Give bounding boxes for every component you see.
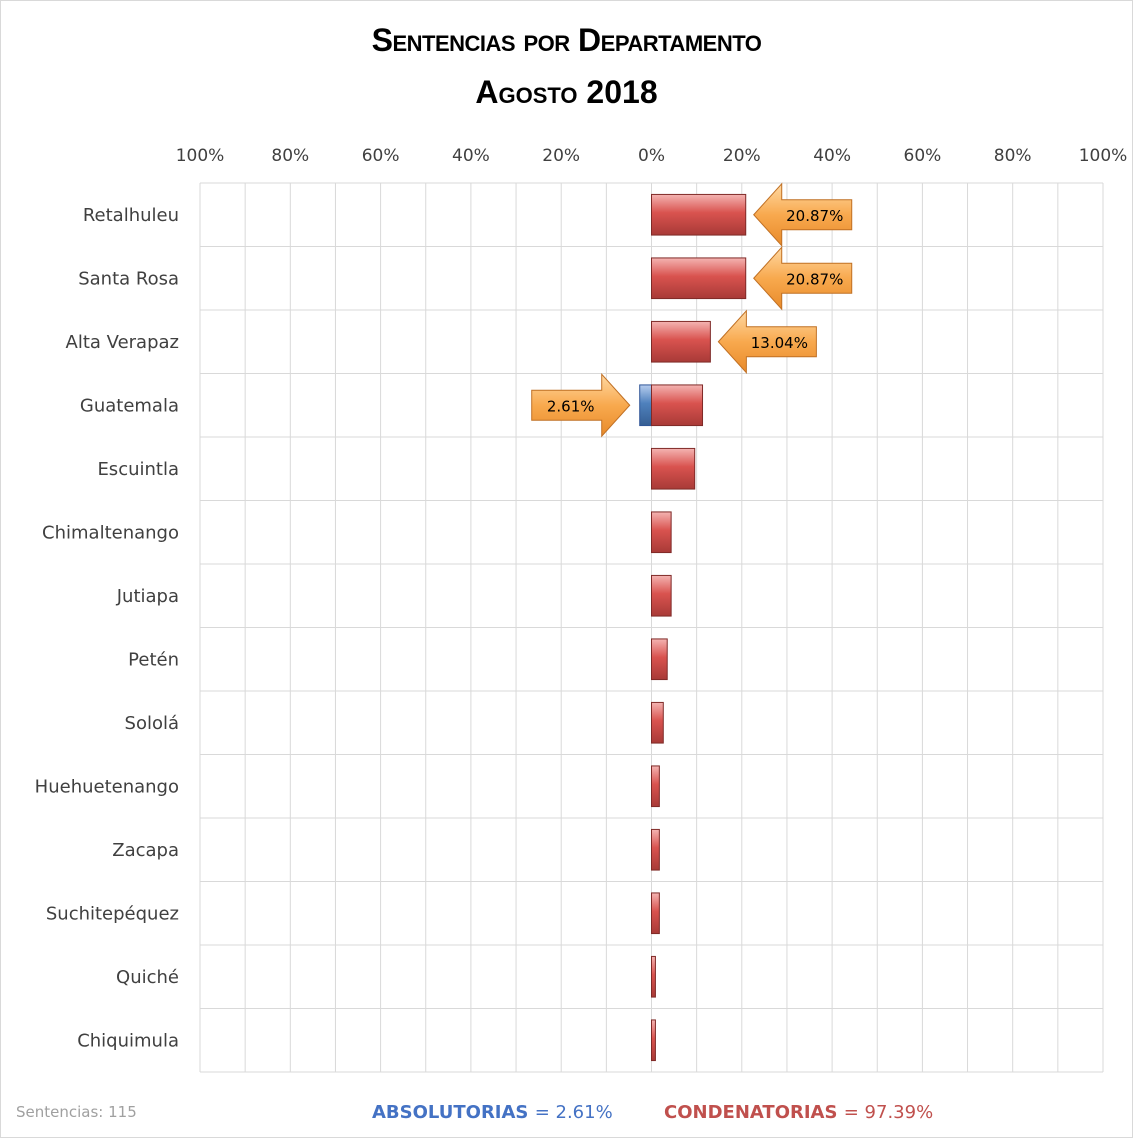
annotations: 20.87% 20.87% 13.04% 2.61% xyxy=(531,182,853,438)
callout-arrow xyxy=(531,372,631,438)
x-tick-label: 60% xyxy=(904,146,942,166)
category-label: Escuintla xyxy=(97,459,179,480)
bar-condenatorias xyxy=(651,892,660,935)
bar-condenatorias xyxy=(651,257,747,300)
callout-arrow xyxy=(717,309,817,375)
category-label: Suchitepéquez xyxy=(46,903,179,924)
bar-condenatorias xyxy=(651,955,656,998)
callout-label: 13.04% xyxy=(751,334,808,352)
chart-title: Sentencias por Departamento xyxy=(371,22,762,58)
bar-condenatorias xyxy=(651,384,704,427)
x-tick-label: 20% xyxy=(723,146,761,166)
callout-arrow xyxy=(753,245,853,311)
legend-condenatorias-value: = 97.39% xyxy=(843,1102,934,1123)
category-label: Santa Rosa xyxy=(78,268,179,289)
bar-condenatorias xyxy=(651,193,747,236)
x-tick-label: 100% xyxy=(176,146,225,166)
category-label: Sololá xyxy=(125,713,179,734)
category-label: Chimaltenango xyxy=(42,522,179,543)
x-tick-label: 40% xyxy=(452,146,490,166)
category-label: Retalhuleu xyxy=(83,205,179,226)
bar-condenatorias xyxy=(651,447,696,490)
bar-condenatorias xyxy=(651,828,660,871)
callout-label: 20.87% xyxy=(786,207,843,225)
legend-absolutorias: ABSOLUTORIAS = 2.61% xyxy=(372,1102,613,1123)
bar-condenatorias xyxy=(651,638,668,681)
grid xyxy=(199,182,1104,1073)
x-tick-label: 20% xyxy=(542,146,580,166)
category-label: Alta Verapaz xyxy=(66,332,179,353)
y-axis-categories: Retalhuleu Santa Rosa Alta Verapaz Guatemal… xyxy=(35,205,179,1052)
x-tick-label: 100% xyxy=(1079,146,1128,166)
bar-condenatorias xyxy=(651,701,664,744)
category-label: Huehuetenango xyxy=(35,776,179,797)
x-tick-label: 80% xyxy=(994,146,1032,166)
legend-condenatorias-label: CONDENATORIAS xyxy=(664,1102,838,1123)
category-label: Jutiapa xyxy=(116,586,179,607)
bars xyxy=(639,193,747,1062)
bar-absolutorias xyxy=(639,384,652,427)
bar-condenatorias xyxy=(651,1019,656,1062)
legend-absolutorias-value: = 2.61% xyxy=(534,1102,613,1123)
category-label: Guatemala xyxy=(80,395,179,416)
bar-condenatorias xyxy=(651,320,711,363)
callout-label: 2.61% xyxy=(547,397,595,415)
callout-label: 20.87% xyxy=(786,270,843,288)
category-label: Quiché xyxy=(116,967,179,988)
category-label: Zacapa xyxy=(112,840,179,861)
x-tick-label: 40% xyxy=(813,146,851,166)
x-axis-ticks: 100% 80% 60% 40% 20% 0% 20% 40% 60% 80% 100% xyxy=(176,146,1128,166)
callout-arrow xyxy=(753,182,853,248)
bar-condenatorias xyxy=(651,511,672,554)
category-label: Chiquimula xyxy=(77,1030,179,1051)
total-sentences: Sentencias: 115 xyxy=(16,1103,137,1121)
chart-subtitle: Agosto 2018 xyxy=(475,74,658,110)
category-label: Petén xyxy=(128,649,179,670)
bar-condenatorias xyxy=(651,765,660,808)
bar-condenatorias xyxy=(651,574,672,617)
x-tick-label: 60% xyxy=(362,146,400,166)
legend-absolutorias-label: ABSOLUTORIAS xyxy=(372,1102,529,1123)
x-tick-label: 80% xyxy=(271,146,309,166)
x-tick-label: 0% xyxy=(638,146,665,166)
legend-condenatorias: CONDENATORIAS = 97.39% xyxy=(664,1102,933,1123)
